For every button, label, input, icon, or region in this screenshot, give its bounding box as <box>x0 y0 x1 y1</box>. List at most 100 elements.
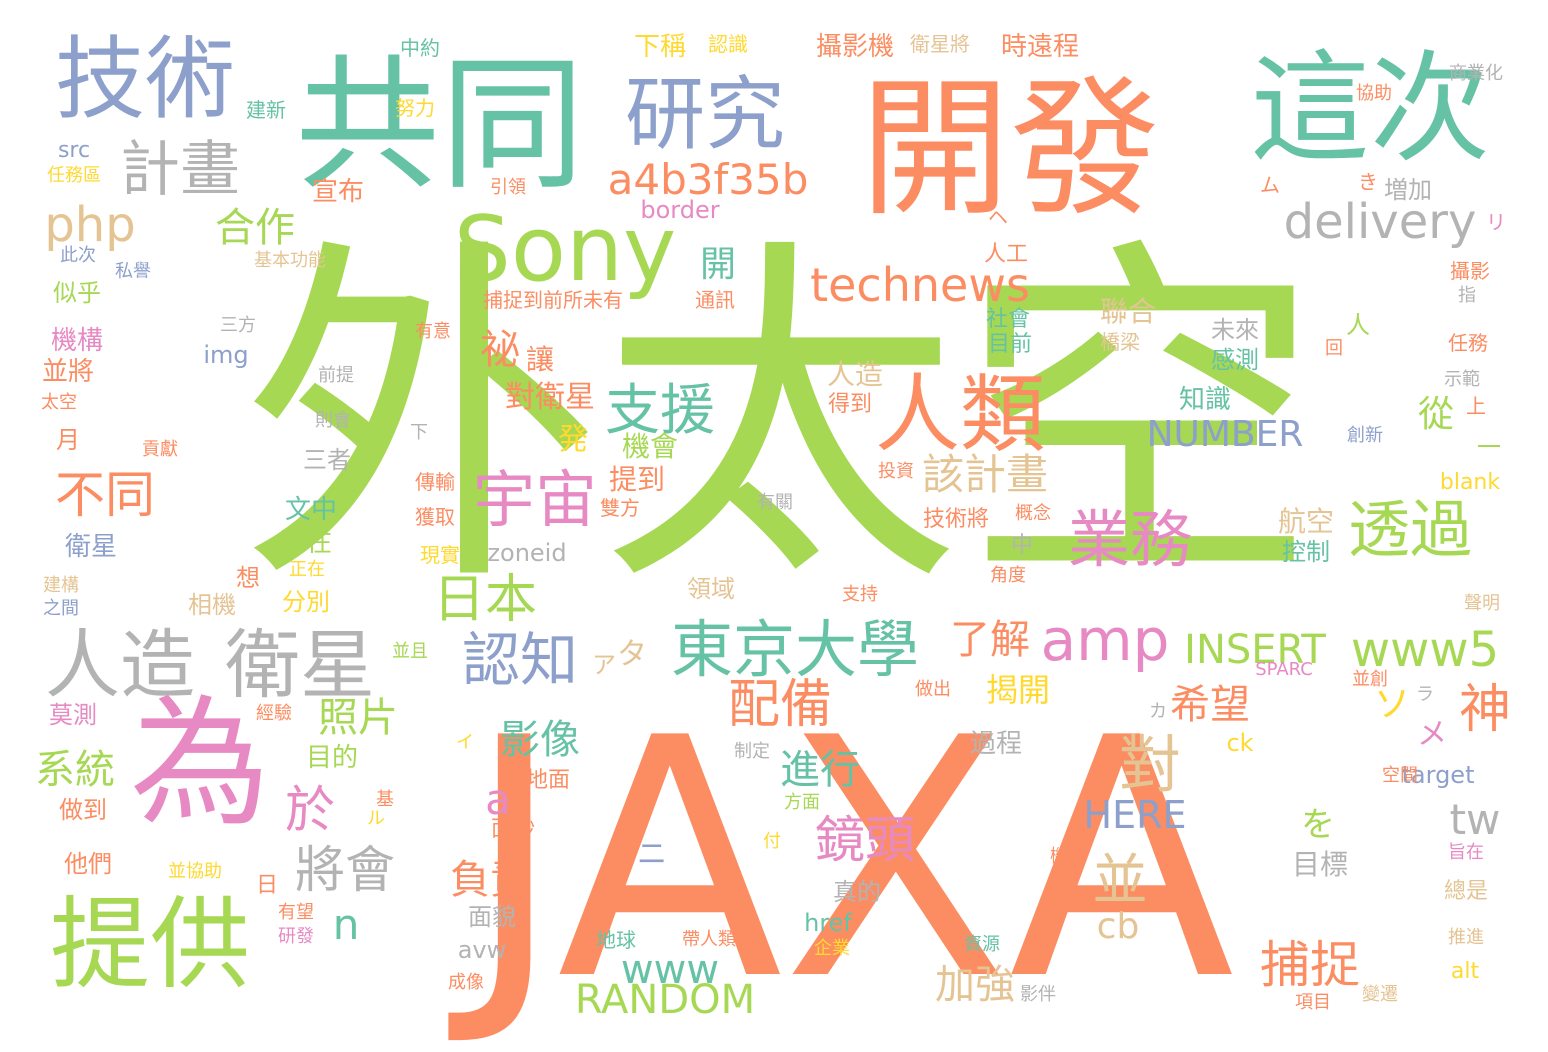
cloud-word: 文中 <box>284 495 337 525</box>
cloud-word: 正在 <box>289 559 325 580</box>
cloud-word: 傳輸 <box>415 470 455 494</box>
cloud-word: 神 <box>1458 680 1511 740</box>
cloud-word: 日本 <box>432 570 537 630</box>
cloud-word: 透過 <box>1347 493 1472 566</box>
cloud-word: 資源 <box>964 934 1000 955</box>
cloud-word: 配備 <box>727 675 832 735</box>
cloud-word: 感測 <box>1211 346 1259 374</box>
cloud-word: 外太空 <box>240 210 1320 629</box>
cloud-word: 人造 <box>826 358 883 391</box>
cloud-word: 機及 <box>1050 846 1086 867</box>
cloud-word: 地面 <box>525 768 570 793</box>
cloud-word: 貢獻 <box>142 439 178 460</box>
cloud-word: 似乎 <box>53 279 101 307</box>
cloud-word: blank <box>1439 470 1501 495</box>
cloud-word: 並創 <box>1352 669 1388 690</box>
cloud-word: 並 <box>1092 847 1148 912</box>
cloud-word: 面紗 <box>490 817 535 842</box>
cloud-word: ヘ <box>988 205 1008 229</box>
cloud-word: php <box>44 197 136 253</box>
cloud-word: 日 <box>255 873 278 898</box>
cloud-word: 技術 <box>55 27 235 132</box>
cloud-word: 技術將 <box>922 507 989 532</box>
cloud-word: 得到 <box>827 392 872 417</box>
cloud-word: 帶人類 <box>682 929 736 950</box>
cloud-word: target <box>1401 761 1475 789</box>
cloud-word: 加強 <box>935 962 1015 1008</box>
cloud-word: カ <box>1149 701 1167 722</box>
cloud-word: 努力 <box>395 96 435 120</box>
cloud-word: 回 <box>1325 338 1343 359</box>
cloud-word: 衛星 <box>224 620 375 709</box>
cloud-word: 這次 <box>1250 40 1490 179</box>
cloud-word: 想 <box>236 564 260 592</box>
cloud-word: 莫測 <box>49 701 97 729</box>
cloud-word: 總是 <box>1443 879 1488 904</box>
cloud-word: 推進 <box>1448 927 1484 948</box>
cloud-word: 任務區 <box>47 165 101 186</box>
cloud-word: 太空 <box>41 392 77 413</box>
cloud-word: 捕捉到前所未有 <box>483 288 623 312</box>
cloud-word: JAXA <box>465 668 1235 1052</box>
cloud-word: 雙方 <box>600 496 640 520</box>
cloud-word: 揭開 <box>985 671 1050 709</box>
cloud-word: 航空 <box>1277 505 1334 538</box>
cloud-word: 真的 <box>833 878 881 906</box>
cloud-word: 時遠程 <box>1000 32 1079 62</box>
cloud-word: 變遷 <box>1362 984 1398 1005</box>
cloud-word: 基 <box>376 789 394 810</box>
cloud-word: Sony <box>453 197 677 302</box>
cloud-word: 負責 <box>450 857 530 903</box>
cloud-word: border <box>640 196 720 224</box>
cloud-word: 成像 <box>448 972 484 993</box>
cloud-word: 下稱 <box>633 32 686 62</box>
cloud-word: 項目 <box>1295 992 1331 1013</box>
cloud-word: 提到 <box>608 463 665 496</box>
cloud-word: a <box>485 775 511 824</box>
cloud-word: SPARC <box>1255 659 1313 680</box>
cloud-word: 有關 <box>757 492 793 513</box>
cloud-word: 有意 <box>415 321 451 342</box>
cloud-word: RANDOM <box>574 977 756 1023</box>
cloud-word: 引領 <box>490 177 526 198</box>
cloud-word: 從 <box>1417 394 1454 435</box>
cloud-word: 私譽 <box>115 261 151 282</box>
cloud-word: 下 <box>410 422 428 443</box>
cloud-word: 社會 <box>985 307 1030 332</box>
cloud-word: 於 <box>285 781 335 839</box>
cloud-word: href <box>804 909 852 937</box>
cloud-word: 計畫 <box>120 135 240 205</box>
cloud-word: 獲取 <box>415 505 455 529</box>
cloud-word: 投資 <box>878 461 914 482</box>
cloud-word: 影伴 <box>1020 984 1056 1005</box>
cloud-word: 控制 <box>1282 538 1330 566</box>
cloud-word: 進行 <box>780 747 860 793</box>
cloud-word: 希望 <box>1170 682 1250 728</box>
cloud-word: 聯合 <box>1099 295 1156 328</box>
cloud-word: 照片 <box>318 695 398 741</box>
cloud-word: 空間 <box>1382 765 1418 786</box>
cloud-word: 合作 <box>215 205 295 251</box>
cloud-word: HERE <box>1083 793 1187 837</box>
cloud-word: 建構 <box>43 575 79 596</box>
cloud-word: 前提 <box>318 365 354 386</box>
cloud-word: 角度 <box>990 565 1026 586</box>
cloud-word: 面貌 <box>468 903 516 931</box>
cloud-word: amp <box>1040 606 1170 674</box>
cloud-word: を <box>1301 805 1335 845</box>
cloud-word: 將會 <box>295 841 395 899</box>
cloud-word: 協助 <box>1356 83 1392 104</box>
cloud-word: 分別 <box>282 588 330 616</box>
cloud-word: technews <box>810 258 1030 312</box>
cloud-word: 系統 <box>35 747 115 793</box>
cloud-word: 並將 <box>41 357 94 387</box>
cloud-word: 人工 <box>983 242 1028 267</box>
cloud-word: NUMBER <box>1146 414 1304 455</box>
cloud-word: 對 <box>1118 728 1181 801</box>
cloud-word: 相機 <box>188 591 236 619</box>
cloud-word: 基本功能 <box>254 250 326 271</box>
cloud-word: 付 <box>763 831 781 852</box>
cloud-word: 對衛星 <box>505 380 595 415</box>
cloud-word: ル <box>367 808 385 829</box>
cloud-word: 不同 <box>55 466 155 524</box>
